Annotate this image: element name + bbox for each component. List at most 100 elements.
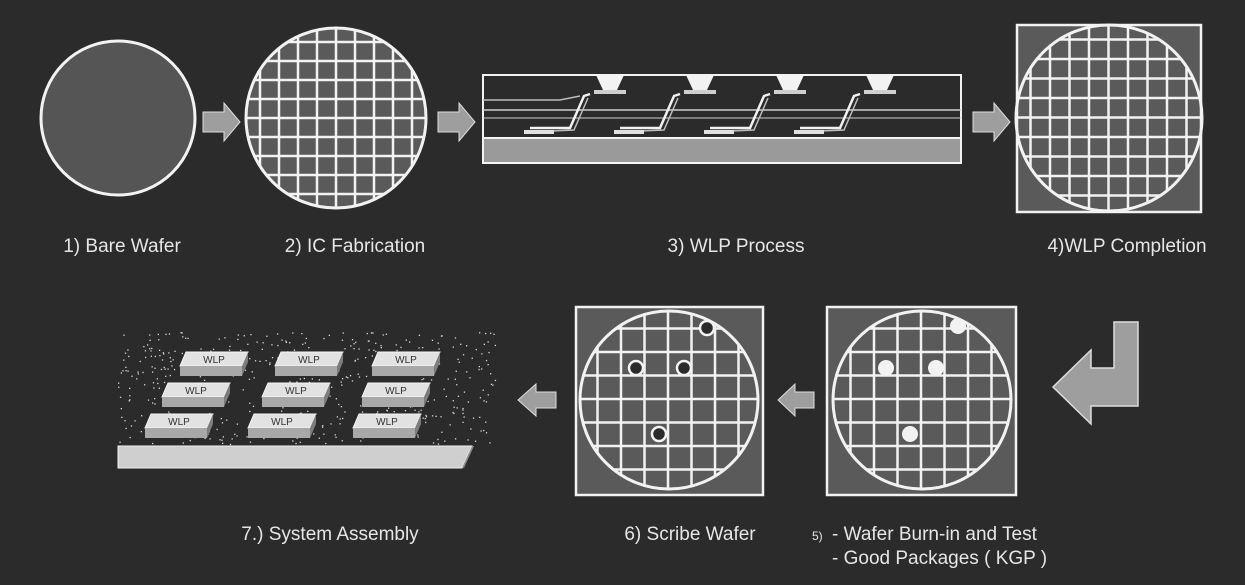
wlp-chip: WLP — [261, 382, 331, 407]
speckle-dot — [154, 398, 156, 400]
speckle-dot — [339, 423, 341, 425]
speckle-dot — [365, 375, 368, 378]
speckle-dot — [488, 351, 490, 354]
speckle-dot — [358, 348, 360, 350]
speckle-dot — [171, 365, 173, 367]
speckle-dot — [163, 366, 165, 369]
speckle-dot — [150, 350, 152, 352]
speckle-dot — [285, 341, 287, 343]
speckle-dot — [229, 443, 232, 446]
speckle-dot — [165, 375, 167, 377]
speckle-dot — [163, 353, 165, 355]
speckle-dot — [200, 348, 202, 350]
speckle-dot — [167, 368, 169, 370]
speckle-dot — [357, 373, 359, 375]
speckle-dot — [189, 439, 191, 442]
speckle-dot — [182, 442, 184, 444]
speckle-dot — [149, 348, 151, 350]
speckle-dot — [277, 344, 279, 347]
speckle-dot — [144, 350, 147, 352]
speckle-dot — [262, 342, 264, 344]
speckle-dot — [256, 341, 258, 343]
speckle-dot — [159, 355, 161, 357]
speckle-dot — [368, 340, 370, 342]
solder-bump — [776, 75, 804, 90]
speckle-dot — [147, 399, 150, 401]
good-package-dot — [902, 426, 918, 442]
chip-label: WLP — [385, 386, 407, 397]
speckle-dot — [269, 363, 271, 366]
scribe-marker — [675, 359, 693, 377]
chip-label: WLP — [168, 417, 190, 428]
speckle-dot — [438, 348, 440, 350]
speckle-dot — [122, 370, 124, 372]
speckle-dot — [424, 418, 426, 420]
speckle-dot — [323, 433, 325, 435]
speckle-dot — [144, 384, 146, 386]
speckle-dot — [154, 355, 156, 358]
speckle-dot — [421, 378, 423, 381]
speckle-dot — [405, 339, 407, 341]
speckle-dot — [340, 406, 343, 408]
redistribution-trace — [710, 92, 771, 130]
speckle-dot — [254, 360, 257, 362]
speckle-dot — [161, 359, 164, 361]
speckle-dot — [335, 436, 337, 438]
speckle-dot — [282, 407, 284, 409]
speckle-dot — [154, 403, 156, 405]
speckle-dot — [456, 384, 458, 386]
speckle-dot — [168, 333, 171, 335]
chip-label: WLP — [271, 417, 293, 428]
speckle-dot — [145, 356, 147, 359]
speckle-dot — [466, 371, 468, 373]
speckle-dot — [482, 389, 484, 391]
speckle-dot — [490, 373, 492, 375]
chip-side — [262, 397, 324, 407]
speckle-dot — [437, 438, 439, 441]
speckle-dot — [341, 440, 343, 442]
speckle-dot — [121, 416, 123, 418]
speckle-dot — [469, 377, 471, 379]
scribe-marker — [698, 319, 716, 337]
speckle-dot — [485, 421, 487, 423]
speckle-dot — [483, 400, 485, 402]
speckle-dot — [481, 368, 483, 370]
speckle-dot — [119, 441, 121, 443]
good-package-dot — [928, 360, 944, 376]
redistribution-trace — [530, 92, 591, 130]
speckle-dot — [427, 400, 429, 403]
speckle-dot — [120, 408, 122, 410]
speckle-dot — [360, 405, 362, 407]
speckle-dot — [129, 395, 131, 397]
speckle-dot — [246, 436, 248, 438]
chip-edge — [207, 414, 213, 438]
speckle-dot — [269, 362, 271, 364]
speckle-dot — [151, 366, 153, 368]
speckle-dot — [210, 350, 212, 352]
speckle-dot — [224, 337, 226, 339]
speckle-dot — [281, 410, 283, 412]
speckle-dot — [452, 400, 454, 402]
scribe-marker — [627, 359, 645, 377]
speckle-dot — [463, 416, 465, 418]
speckle-dot — [120, 372, 122, 374]
speckle-dot — [247, 343, 249, 345]
speckle-dot — [277, 333, 279, 335]
speckle-dot — [151, 347, 153, 350]
speckle-dot — [296, 437, 298, 439]
speckle-dot — [251, 371, 253, 373]
speckle-dot — [485, 332, 487, 335]
speckle-dot — [153, 387, 155, 389]
chip-label: WLP — [285, 386, 307, 397]
speckle-dot — [471, 357, 473, 359]
speckle-dot — [243, 335, 245, 337]
speckle-dot — [485, 432, 488, 434]
speckle-dot — [478, 368, 480, 371]
speckle-dot — [479, 416, 481, 418]
speckle-dot — [350, 345, 352, 347]
solder-bump — [596, 75, 624, 90]
speckle-dot — [123, 359, 125, 361]
speckle-dot — [435, 415, 437, 417]
speckle-dot — [165, 333, 167, 335]
